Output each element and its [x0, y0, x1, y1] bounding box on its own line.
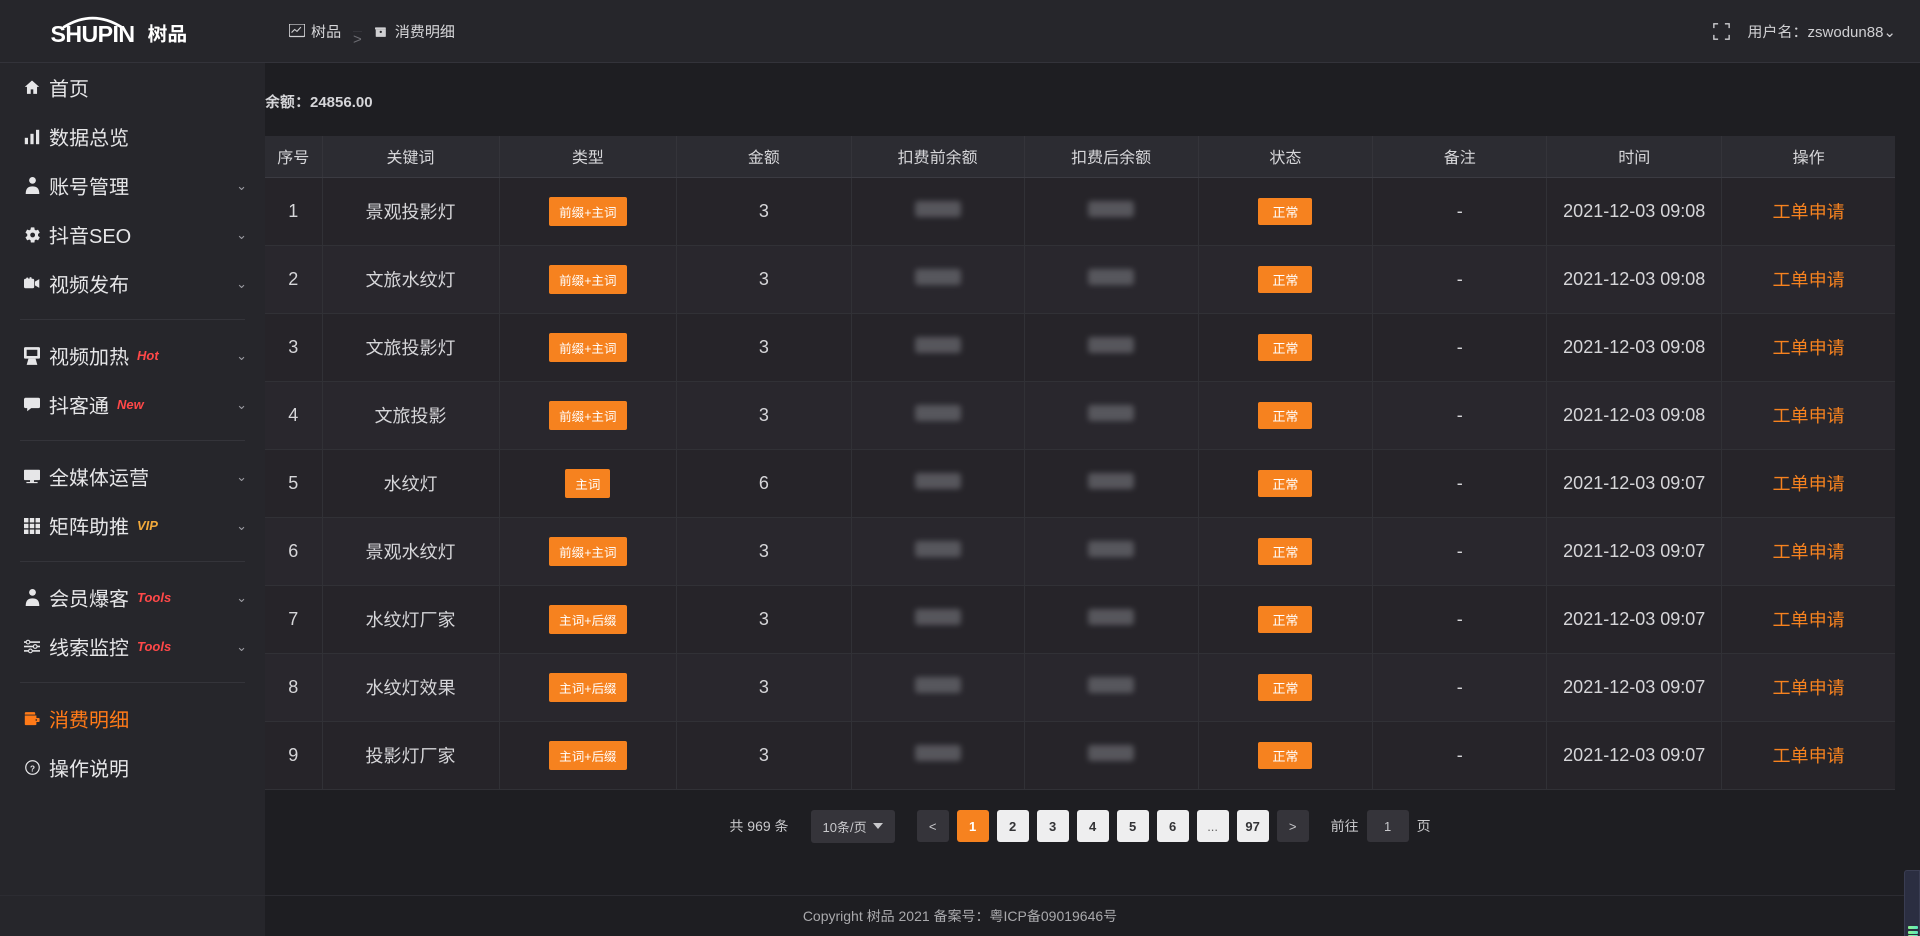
svg-text:SHUPIN: SHUPIN [51, 21, 135, 47]
svg-text:?: ? [29, 764, 34, 773]
svg-text:树品: 树品 [148, 18, 187, 47]
